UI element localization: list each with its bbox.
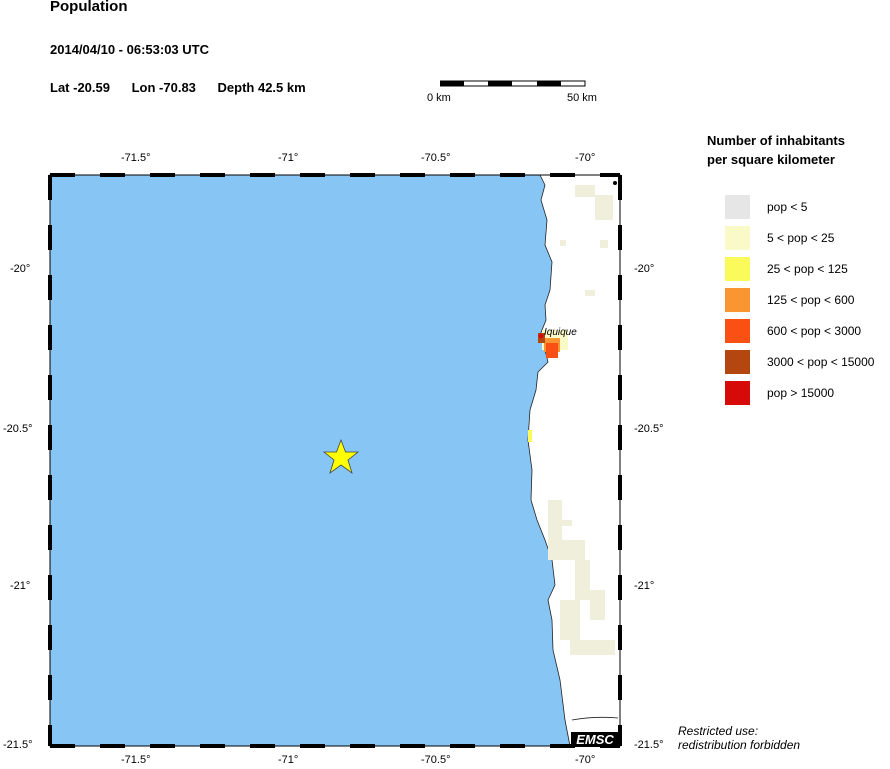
- legend-swatch: [725, 257, 750, 281]
- ocean: [49, 174, 571, 747]
- lon-tick-bottom: -70.5°: [421, 754, 451, 766]
- legend-swatch: [725, 319, 750, 343]
- legend-swatch: [725, 381, 750, 405]
- city-label-iquique: Iquique: [544, 327, 577, 338]
- legend-label: 3000 < pop < 15000: [767, 355, 875, 369]
- legend-item: 25 < pop < 125: [725, 257, 848, 281]
- lon-tick-bottom: -70°: [575, 754, 596, 766]
- lat-tick-right: -20.5°: [634, 423, 664, 435]
- legend-label: pop < 5: [767, 200, 808, 214]
- lon-tick-top: -70°: [575, 152, 596, 164]
- lon-tick-bottom: -71.5°: [121, 754, 151, 766]
- legend-swatch: [725, 288, 750, 312]
- legend-item: 600 < pop < 3000: [725, 319, 861, 343]
- longitude: Lon -70.83: [131, 80, 196, 95]
- lon-tick-top: -71.5°: [121, 152, 151, 164]
- latitude: Lat -20.59: [50, 80, 110, 95]
- scale-end-label: 50 km: [567, 92, 597, 104]
- lat-tick-right: -21°: [634, 580, 655, 592]
- lat-tick-right: -20°: [634, 263, 655, 275]
- lon-tick-bottom: -71°: [278, 754, 299, 766]
- map-frame-ticks: [48, 173, 622, 748]
- lat-tick-left: -20.5°: [3, 423, 33, 435]
- legend-label: 25 < pop < 125: [767, 262, 848, 276]
- legend-label: 125 < pop < 600: [767, 293, 855, 307]
- legend-swatch: [725, 195, 750, 219]
- legend-label: 600 < pop < 3000: [767, 324, 862, 338]
- lat-tick-left: -21°: [10, 580, 31, 592]
- lat-tick-left: -20°: [10, 263, 31, 275]
- event-location: Lat -20.59 Lon -70.83 Depth 42.5 km: [50, 80, 324, 95]
- map-title: Population: [50, 0, 128, 15]
- legend-item: 125 < pop < 600: [725, 288, 854, 312]
- lat-tick-right: -21.5°: [634, 739, 664, 751]
- lon-tick-top: -71°: [278, 152, 299, 164]
- population-density-low: [548, 185, 615, 655]
- emsc-logo: [571, 732, 620, 747]
- restricted-notice: Restricted use: redistribution forbidden: [678, 724, 801, 752]
- legend-item: 5 < pop < 25: [725, 226, 834, 250]
- event-datetime: 2014/04/10 - 06:53:03 UTC: [50, 42, 209, 57]
- legend-label: 5 < pop < 25: [767, 231, 835, 245]
- legend-swatch: [725, 350, 750, 374]
- legend-item: pop > 15000: [725, 381, 834, 405]
- legend-item: pop < 5: [725, 195, 807, 219]
- emsc-logo-text: EMSC: [576, 732, 614, 747]
- legend-item: 3000 < pop < 15000: [725, 350, 874, 374]
- population-density-city: [528, 330, 568, 442]
- legend-label: pop > 15000: [767, 386, 835, 400]
- legend-swatch: [725, 226, 750, 250]
- lon-tick-top: -70.5°: [421, 152, 451, 164]
- scale-bar: [440, 80, 586, 87]
- star-icon: [322, 438, 360, 475]
- scale-start-label: 0 km: [427, 92, 451, 104]
- depth: Depth 42.5 km: [217, 80, 306, 95]
- legend-title: Number of inhabitants per square kilomet…: [707, 133, 845, 167]
- lat-tick-left: -21.5°: [3, 739, 33, 751]
